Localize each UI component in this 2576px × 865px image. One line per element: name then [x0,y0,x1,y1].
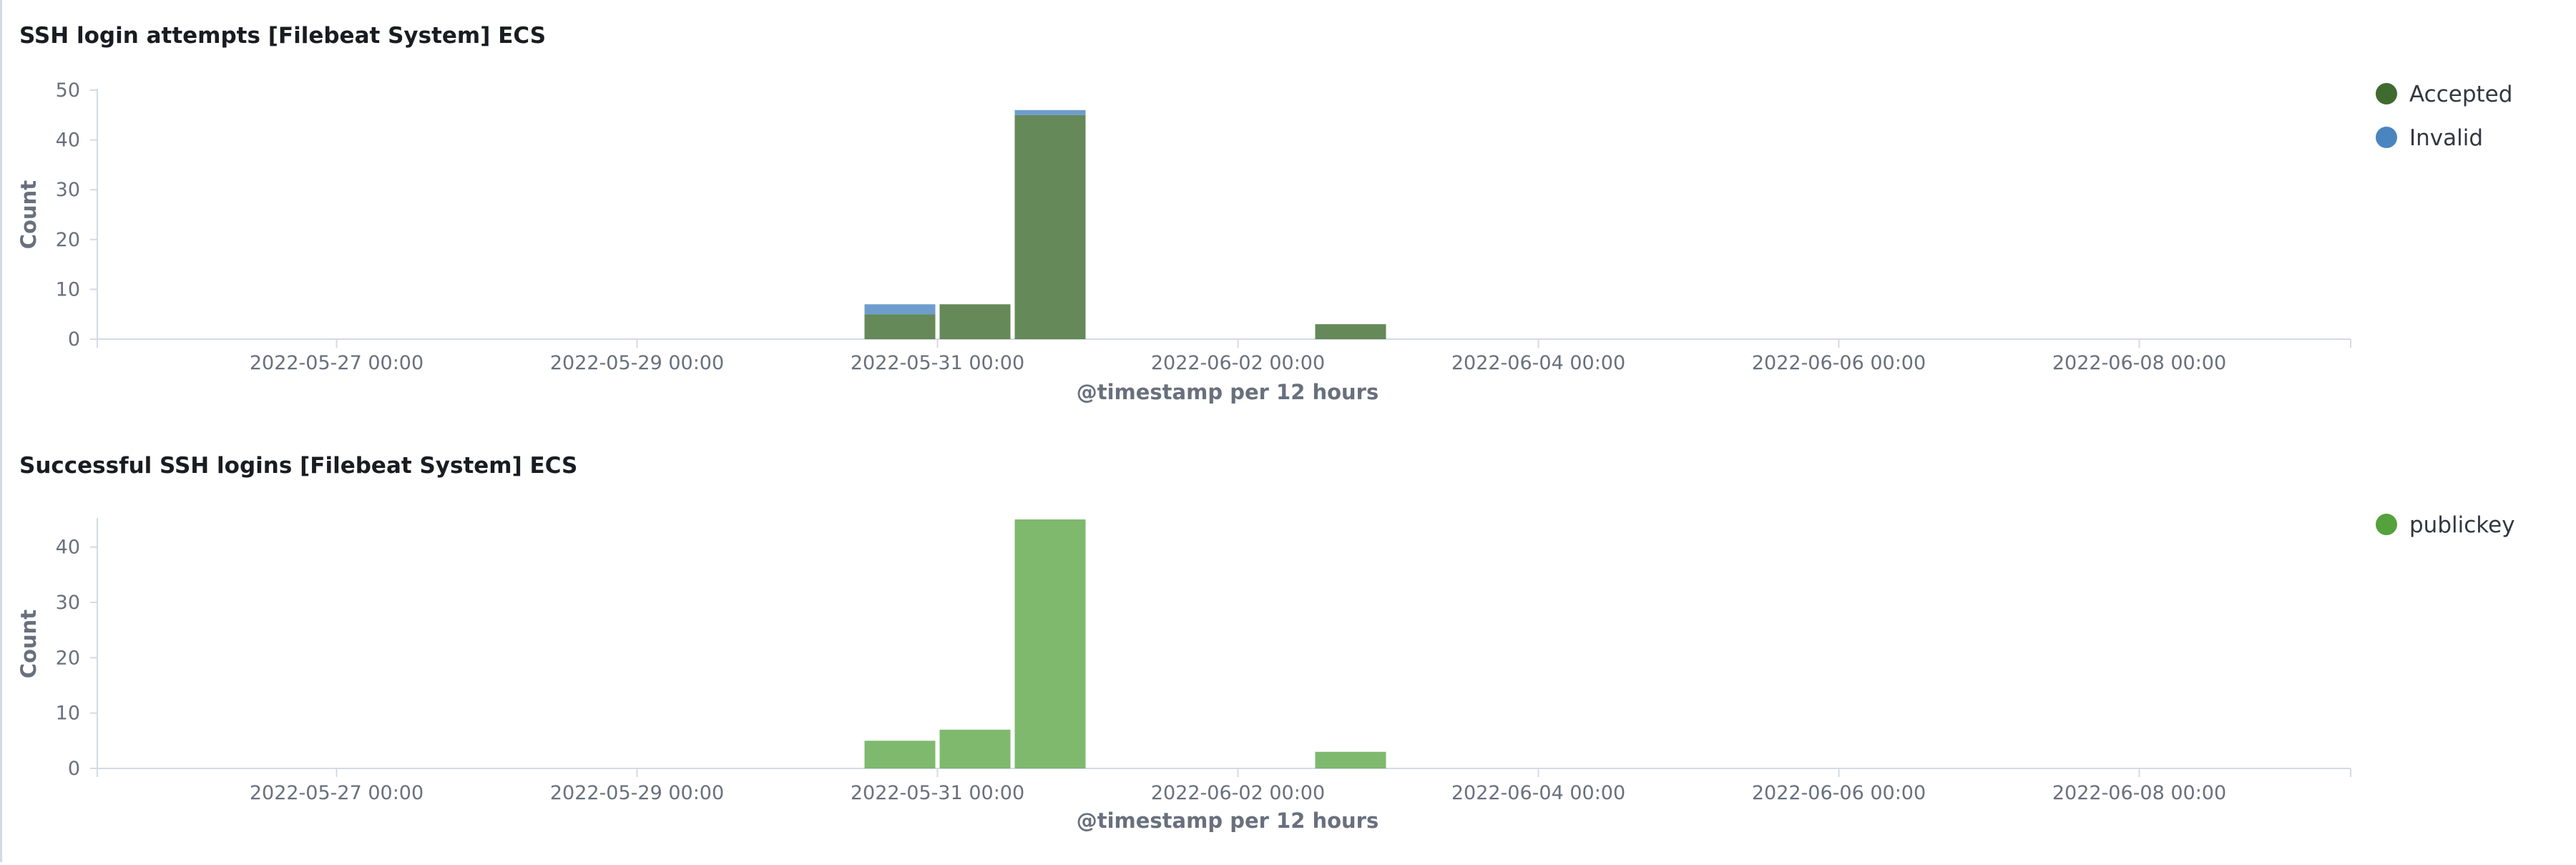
x-tick-label: 2022-05-29 00:00 [550,782,724,804]
x-tick-label: 2022-06-04 00:00 [1451,352,1625,374]
bar-accepted[interactable] [864,314,936,339]
x-tick-label: 2022-06-02 00:00 [1151,352,1325,374]
y-tick-label: 0 [68,328,80,351]
panel-title: Successful SSH logins [Filebeat System] … [19,453,577,479]
bar-invalid[interactable] [1014,109,1086,115]
x-tick-label: 2022-05-27 00:00 [250,352,423,374]
x-tick-label: 2022-05-29 00:00 [550,352,724,374]
legend-label: Invalid [2409,125,2483,151]
y-axis-title: Count [16,610,41,678]
bar-publickey[interactable] [939,729,1011,768]
y-axis-title: Count [16,180,41,249]
bar-accepted[interactable] [939,304,1011,339]
y-tick-label: 20 [56,647,80,669]
bar-publickey[interactable] [1315,751,1386,768]
y-tick-label: 30 [56,592,80,614]
legend-item-invalid[interactable]: Invalid [2376,125,2483,151]
y-tick-label: 10 [56,703,80,725]
legend-label: publickey [2409,512,2515,538]
x-tick-label: 2022-05-31 00:00 [851,782,1024,804]
legend-swatch-icon [2376,127,2397,148]
x-tick-label: 2022-06-08 00:00 [2052,782,2226,804]
y-tick-label: 40 [56,537,80,559]
x-axis-title: @timestamp per 12 hours [1077,380,1379,404]
chart-panel-1: SSH login attempts [Filebeat System] ECS… [16,23,2512,404]
bar-publickey[interactable] [864,741,936,768]
legend-item-publickey[interactable]: publickey [2376,512,2515,538]
bar-invalid[interactable] [864,304,936,315]
bar-accepted[interactable] [1014,114,1086,340]
y-tick-label: 50 [56,79,80,102]
legend-item-accepted[interactable]: Accepted [2376,82,2512,107]
bar-accepted[interactable] [1315,324,1386,339]
panel-title: SSH login attempts [Filebeat System] ECS [19,23,546,49]
x-tick-label: 2022-06-02 00:00 [1151,782,1325,804]
x-axis-title: @timestamp per 12 hours [1077,808,1379,833]
y-tick-label: 30 [56,179,80,201]
panel-left-border [0,0,2,862]
y-tick-label: 20 [56,229,80,251]
bar-publickey[interactable] [1014,519,1086,768]
x-tick-label: 2022-06-06 00:00 [1752,782,1926,804]
x-tick-label: 2022-06-08 00:00 [2052,352,2226,374]
legend-label: Accepted [2409,82,2512,107]
chart-panel-2: Successful SSH logins [Filebeat System] … [16,453,2515,833]
legend-swatch-icon [2376,83,2397,104]
x-tick-label: 2022-06-04 00:00 [1451,782,1625,804]
y-tick-label: 40 [56,129,80,152]
y-tick-label: 10 [56,278,80,300]
legend-swatch-icon [2376,514,2397,535]
y-tick-label: 0 [68,758,80,780]
x-tick-label: 2022-05-27 00:00 [250,782,423,804]
x-tick-label: 2022-06-06 00:00 [1752,352,1926,374]
x-tick-label: 2022-05-31 00:00 [851,352,1024,374]
